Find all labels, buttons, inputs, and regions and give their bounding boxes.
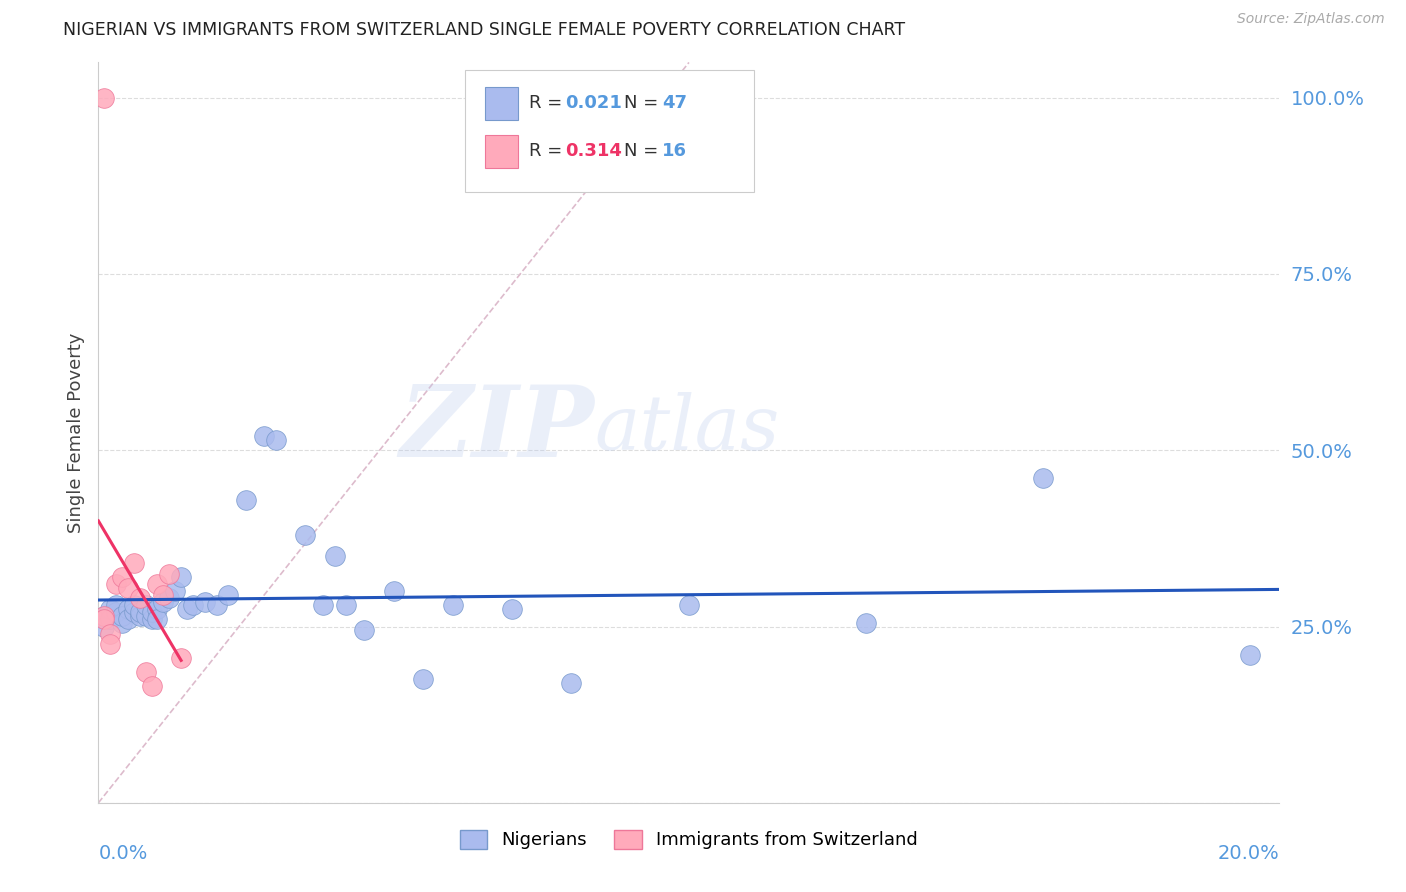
Point [128,591,150,606]
Text: 47: 47 [662,95,686,112]
Point [1239,648,1261,662]
Text: 0.021: 0.021 [565,95,621,112]
Point [117,581,139,595]
Point [157,566,180,581]
Point [560,676,582,690]
Point [157,591,180,606]
Point [235,492,257,507]
Point [122,606,145,620]
Text: R =: R = [530,95,568,112]
Point [128,609,150,624]
Point [194,595,217,609]
Point [117,602,139,616]
Point [111,615,134,630]
Text: 0.0%: 0.0% [98,844,148,863]
Point [98,626,121,640]
Y-axis label: Single Female Poverty: Single Female Poverty [66,333,84,533]
Bar [485,87,517,120]
Point [323,549,346,563]
Point [135,665,157,680]
Point [253,429,276,443]
Point [335,599,357,613]
Text: N =: N = [624,95,664,112]
Point [217,588,239,602]
Text: 16: 16 [662,143,686,161]
Point [294,528,316,542]
Point [98,637,121,651]
Point [98,602,121,616]
Point [122,556,145,570]
Text: N =: N = [624,143,664,161]
Point [141,680,163,694]
Point [312,599,335,613]
Point [98,612,121,626]
Point [170,651,193,665]
Point [93,609,115,624]
Point [135,599,157,613]
Point [170,570,193,584]
Point [152,588,174,602]
Text: Source: ZipAtlas.com: Source: ZipAtlas.com [1237,12,1385,27]
Point [105,606,128,620]
Point [128,606,150,620]
Point [141,606,163,620]
Text: ZIP: ZIP [399,381,595,477]
Point [855,615,877,630]
Point [146,612,169,626]
Point [382,584,405,599]
Point [105,577,128,591]
Point [93,612,115,626]
Bar [485,135,517,168]
Text: NIGERIAN VS IMMIGRANTS FROM SWITZERLAND SINGLE FEMALE POVERTY CORRELATION CHART: NIGERIAN VS IMMIGRANTS FROM SWITZERLAND … [63,21,905,39]
Point [111,570,134,584]
Text: 0.314: 0.314 [565,143,621,161]
Point [105,599,128,613]
Point [1032,471,1054,485]
Point [111,609,134,624]
Point [117,612,139,626]
Point [264,433,287,447]
Point [93,91,115,105]
Point [93,609,115,624]
Point [205,599,228,613]
Point [353,623,375,637]
Point [141,612,163,626]
Point [501,602,523,616]
Point [93,619,115,633]
Legend: Nigerians, Immigrants from Switzerland: Nigerians, Immigrants from Switzerland [453,823,925,856]
Point [135,609,157,624]
Point [678,599,700,613]
Point [122,599,145,613]
Point [93,612,115,626]
Point [441,599,464,613]
FancyBboxPatch shape [464,70,754,192]
Text: R =: R = [530,143,568,161]
Point [181,599,204,613]
Point [412,673,434,687]
Text: 20.0%: 20.0% [1218,844,1279,863]
Point [146,577,169,591]
Point [152,595,174,609]
Point [146,602,169,616]
Point [165,584,187,599]
Text: atlas: atlas [595,392,780,466]
Point [176,602,198,616]
